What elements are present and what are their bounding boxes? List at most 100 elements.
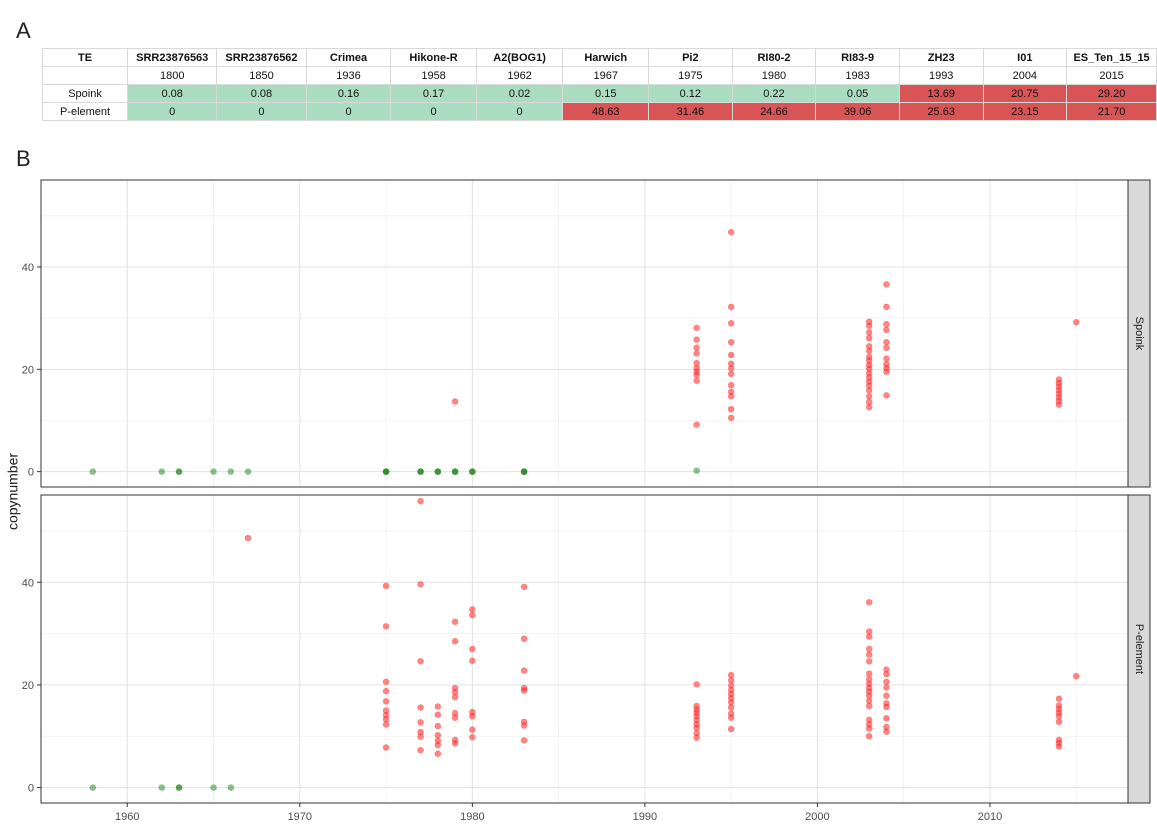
data-point: [883, 355, 890, 362]
data-point: [417, 658, 424, 665]
data-point: [1072, 672, 1080, 680]
table-value-cell: 0: [216, 102, 307, 121]
data-point: [520, 722, 528, 729]
data-point: [434, 741, 442, 749]
table-value-cell: 0.08: [127, 84, 218, 103]
data-point: [727, 381, 735, 389]
data-point: [865, 633, 873, 640]
data-point: [693, 336, 700, 343]
data-point: [727, 714, 735, 722]
data-point: [1072, 318, 1080, 326]
data-point: [693, 467, 700, 474]
data-point: [883, 320, 890, 328]
data-point: [883, 338, 890, 346]
data-point: [175, 468, 183, 475]
table-value-cell: 0.08: [216, 84, 307, 103]
facet-strip-label: P-element: [1133, 624, 1145, 674]
data-point: [865, 702, 873, 710]
data-point: [693, 371, 700, 379]
data-point: [865, 322, 873, 330]
data-point: [451, 618, 459, 626]
table-value-cell: 39.06: [815, 102, 900, 121]
table-value-cell: 21.70: [1066, 102, 1157, 121]
data-point: [469, 606, 476, 613]
data-point: [434, 722, 442, 730]
data-point: [382, 623, 390, 630]
data-point: [89, 468, 97, 475]
table-row-label: P-element: [41, 102, 129, 121]
data-point: [244, 468, 252, 475]
data-point: [883, 692, 890, 700]
table-value-cell: 0.17: [390, 84, 477, 103]
table-header-cell: A2(BOG1): [475, 48, 564, 67]
panel-label-a: A: [16, 18, 31, 43]
table-row: P-element 0 0 0 0 0 48.63 31.46 24.66 39.06 25.63 2…: [41, 102, 1157, 121]
data-point: [727, 405, 735, 413]
data-point: [469, 468, 476, 475]
x-tick-label: 1980: [460, 811, 484, 823]
data-point: [693, 421, 700, 428]
data-point: [382, 468, 390, 475]
data-point: [417, 468, 424, 475]
data-point: [469, 611, 476, 619]
data-point: [883, 728, 890, 735]
data-point: [417, 733, 424, 741]
table-year-cell: 1800: [127, 66, 218, 85]
data-point: [865, 598, 873, 606]
y-axis-label: copynumber: [5, 453, 21, 530]
y-tick-label: 40: [22, 262, 34, 274]
data-point: [175, 784, 183, 791]
table-value-cell: 24.66: [731, 102, 817, 121]
data-point: [865, 347, 873, 355]
data-point: [417, 581, 424, 588]
y-tick-label: 20: [22, 680, 34, 692]
table-value-cell: 20.75: [982, 84, 1068, 103]
te-copynumber-table: TE SRR23876563 SRR23876562 Crimea Hikone-R A2…: [41, 48, 1157, 121]
x-tick-label: 1960: [115, 811, 139, 823]
data-point: [865, 645, 873, 653]
table-value-cell: 0.02: [475, 84, 564, 103]
data-point: [865, 651, 873, 658]
data-point: [727, 351, 735, 359]
table-value-cell: 29.20: [1066, 84, 1157, 103]
data-point: [451, 693, 459, 701]
data-point: [727, 414, 735, 422]
data-point: [382, 582, 390, 590]
data-point: [382, 678, 390, 686]
data-point: [865, 334, 873, 342]
data-point: [210, 468, 217, 475]
data-point: [727, 319, 735, 327]
data-point: [451, 398, 459, 405]
table-value-cell: 48.63: [562, 102, 650, 121]
data-point: [434, 703, 442, 710]
data-point: [451, 714, 459, 722]
table-value-cell: 0: [390, 102, 477, 121]
data-point: [1055, 712, 1063, 720]
data-point: [451, 637, 459, 645]
data-point: [1055, 401, 1063, 408]
table-value-cell: 0.16: [305, 84, 392, 103]
data-point: [520, 583, 528, 591]
data-point: [727, 370, 735, 378]
data-point: [865, 393, 873, 400]
y-tick-label: 0: [28, 467, 34, 479]
x-tick-label: 2000: [805, 811, 829, 823]
table-value-cell: 0: [127, 102, 218, 121]
data-point: [210, 784, 217, 791]
panel-label-b: B: [16, 146, 31, 171]
data-point: [1055, 695, 1063, 703]
data-point: [865, 670, 873, 677]
data-point: [693, 324, 700, 332]
data-point: [865, 329, 873, 336]
data-point: [469, 657, 476, 665]
table-year-cell: 1967: [562, 66, 650, 85]
data-point: [434, 468, 442, 475]
x-tick-label: 1990: [633, 811, 657, 823]
data-point: [865, 658, 873, 665]
facet-strip: [1127, 494, 1151, 804]
data-point: [417, 497, 424, 505]
table-year-cell: 1983: [815, 66, 900, 85]
data-point: [727, 393, 735, 400]
data-point: [382, 698, 390, 705]
